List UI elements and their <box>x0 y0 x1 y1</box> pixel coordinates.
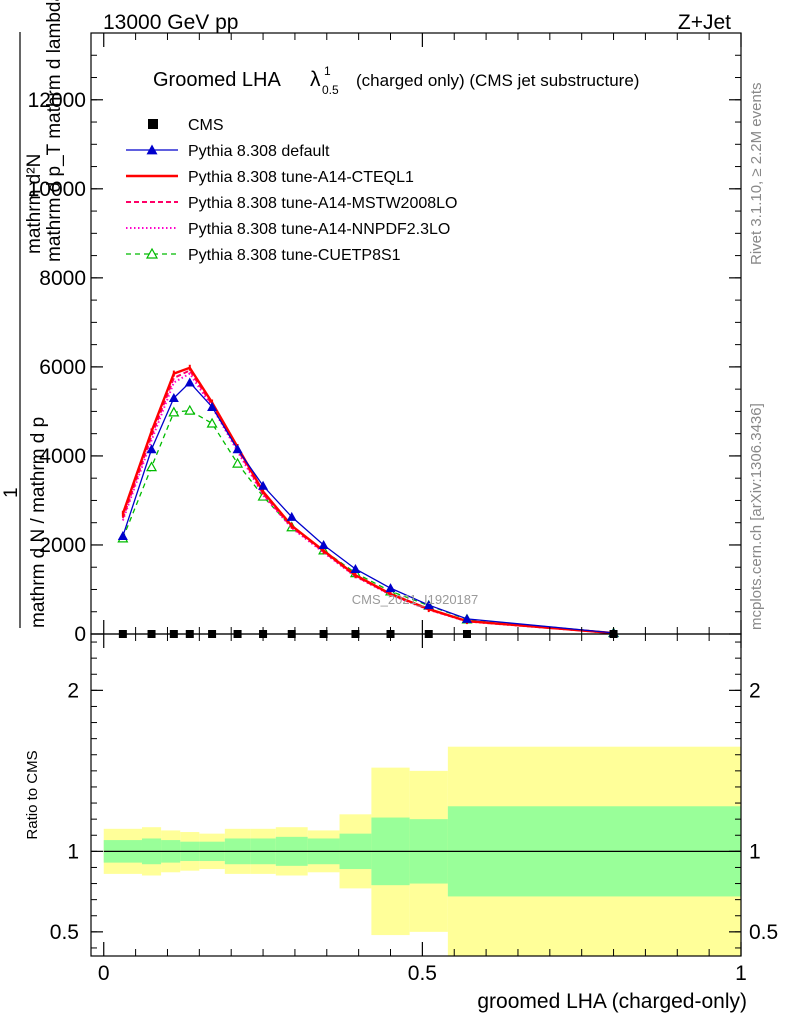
title-main: Groomed LHA <box>153 69 281 91</box>
ratio-ytick-label-right: 1 <box>749 840 761 863</box>
default-marker <box>146 444 157 454</box>
title-superscript: 1 <box>324 64 331 78</box>
legend-marker-cms <box>148 119 158 129</box>
ratio-frame <box>90 633 742 957</box>
legend-marker-default <box>146 144 158 155</box>
legend-label-cteql1: Pythia 8.308 tune-A14-CTEQL1 <box>188 169 414 186</box>
ytick-label: 12000 <box>28 89 86 112</box>
xtick-label: 0.5 <box>408 962 437 985</box>
ylabel-one: 1 <box>1 487 22 498</box>
default-marker <box>350 564 361 574</box>
default-marker <box>117 531 128 541</box>
default-marker <box>184 377 195 387</box>
default-marker <box>286 511 297 521</box>
ratio-panel: 0.5 0.51 12 2 0 0.5 1 Ratio to CMS groomed LH… <box>24 633 778 1013</box>
cuetp8s1-marker <box>232 457 244 468</box>
default-marker <box>461 613 472 623</box>
ytick-label: 4000 <box>39 445 86 468</box>
cuetp8s1-marker <box>146 461 158 472</box>
default-marker <box>232 444 243 454</box>
ratio-ytick-label-right: 0.5 <box>749 921 778 944</box>
default-marker <box>423 600 434 610</box>
plot-title: Groomed LHA λ 1 0.5 (charged only) (CMS … <box>153 64 639 97</box>
cuetp8s1-marker <box>206 417 218 428</box>
ratio-yticks: 0.5 0.5 1 1 2 2 <box>50 641 778 949</box>
ratio-ytick-label-right: 2 <box>749 679 761 702</box>
ytick-label: 0 <box>74 623 86 646</box>
ylabel-denominator-outer: mathrm d N / mathrm d p <box>28 417 49 628</box>
main-ylabel: mathrm d²N mathrm d p_T mathrm d lambda … <box>1 0 65 628</box>
ytick-label: 2000 <box>39 534 86 557</box>
default-marker <box>258 480 269 490</box>
default-marker <box>207 401 218 411</box>
legend: CMS Pythia 8.308 default Pythia 8.308 tune… <box>126 117 457 264</box>
series-line-cteql1 <box>121 366 614 635</box>
legend-label-mstw: Pythia 8.308 tune-A14-MSTW2008LO <box>188 195 457 212</box>
legend-marker-cuetp8s1 <box>145 247 159 259</box>
mcplots-label: mcplots.cern.ch [arXiv:1306.3436] <box>748 403 765 630</box>
rivet-version-label: Rivet 3.1.10, ≥ 2.2M events <box>748 83 765 266</box>
analysis-watermark: CMS_2021_I1920187 <box>352 592 479 607</box>
title-symbol: λ <box>310 68 321 91</box>
ratio-ytick-label-left: 1 <box>67 840 79 863</box>
legend-label-cms: CMS <box>188 117 224 134</box>
cuetp8s1-marker <box>168 406 180 417</box>
ratio-ylabel: Ratio to CMS <box>24 750 41 839</box>
cuetp8s1-marker <box>184 404 196 415</box>
xtick-label: 1 <box>735 962 747 985</box>
legend-label-cuetp8s1: Pythia 8.308 tune-CUETP8S1 <box>188 247 401 264</box>
x-axis-label: groomed LHA (charged-only) <box>477 990 747 1013</box>
legend-label-nnpdf: Pythia 8.308 tune-A14-NNPDF2.3LO <box>188 221 450 238</box>
default-marker <box>318 539 329 549</box>
ytick-label: 10000 <box>28 178 86 201</box>
ratio-ytick-label-left: 2 <box>67 679 79 702</box>
ylabel-denominator: mathrm d p_T mathrm d lambda <box>44 0 65 262</box>
header-right: Z+Jet <box>678 11 731 34</box>
ytick-label: 6000 <box>39 356 86 379</box>
legend-label-default: Pythia 8.308 default <box>188 143 330 160</box>
ylabel-numerator: mathrm d²N <box>24 154 45 254</box>
title-subscript: 0.5 <box>322 83 339 97</box>
main-panel: 0 2000 4000 6000 8000 10000 12000 CMS_2021_I19… <box>28 32 742 646</box>
default-marker <box>385 583 396 593</box>
ratio-ytick-label-left: 0.5 <box>50 921 79 944</box>
main-xticks <box>103 33 742 634</box>
title-suffix: (charged only) (CMS jet substructure) <box>356 71 639 90</box>
ratio-xticks: 0 0.5 1 <box>98 634 747 985</box>
xtick-label: 0 <box>98 962 110 985</box>
header-left: 13000 GeV pp <box>103 11 238 34</box>
series-line-default <box>122 381 614 634</box>
default-marker <box>168 393 179 403</box>
ytick-label: 8000 <box>39 267 86 290</box>
main-yticks: 0 2000 4000 6000 8000 10000 12000 <box>28 32 741 646</box>
